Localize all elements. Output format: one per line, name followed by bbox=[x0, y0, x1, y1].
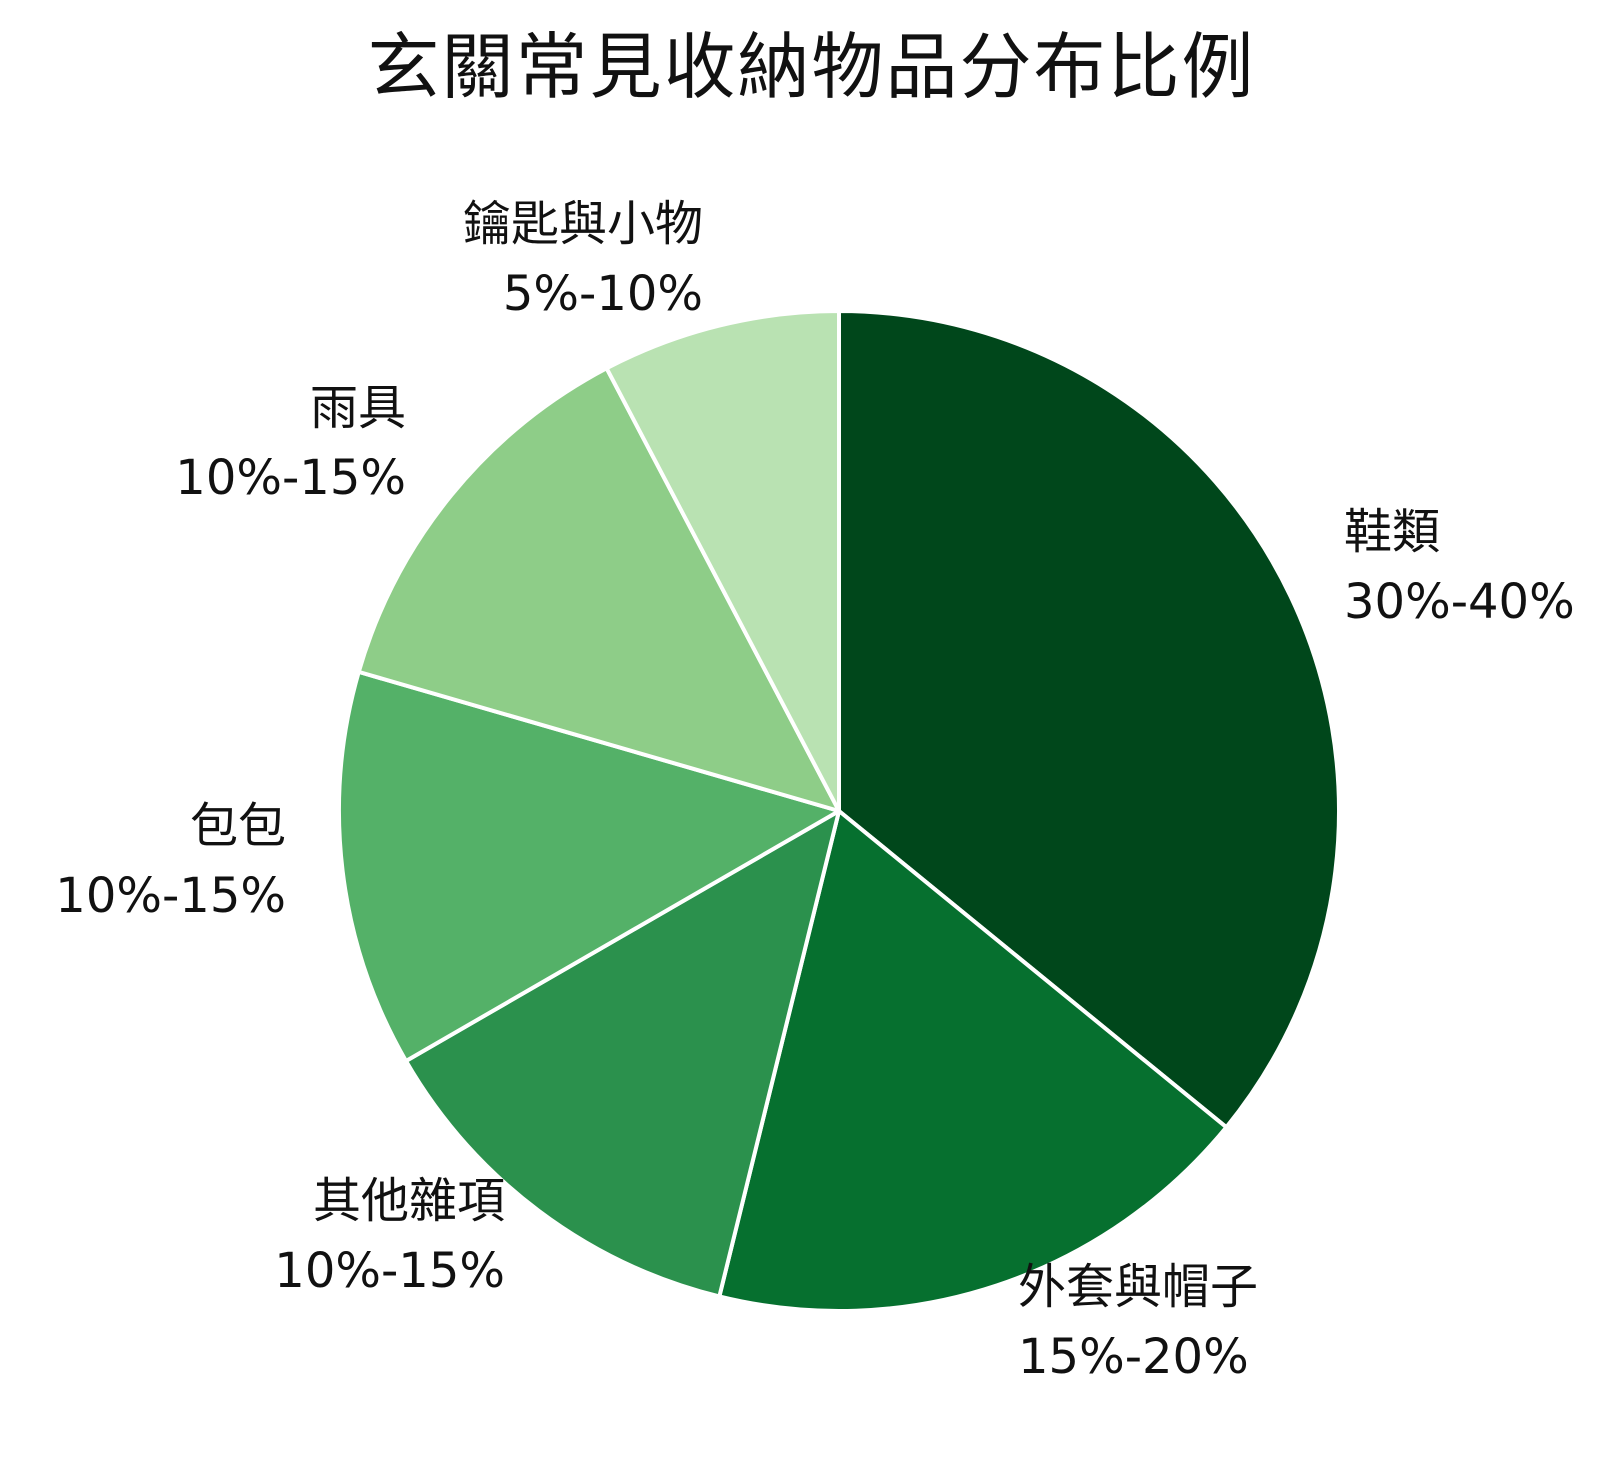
pie-slice-1 bbox=[837, 309, 1341, 1130]
slice-label-name-5: 雨具 bbox=[310, 380, 406, 436]
slice-label-range-2: 15%-20% bbox=[1018, 1329, 1249, 1385]
pie-slice-6 bbox=[604, 309, 841, 813]
slice-label-name-2: 外套與帽子 bbox=[1018, 1259, 1258, 1315]
pie-slice-5 bbox=[356, 366, 841, 813]
chart-title: 玄關常見收納物品分布比例 bbox=[367, 25, 1256, 109]
pie-slice-4 bbox=[337, 669, 841, 1063]
slice-label-range-6: 5%-10% bbox=[503, 266, 703, 322]
slice-label-range-4: 10%-15% bbox=[55, 868, 286, 924]
slice-label-range-3: 10%-15% bbox=[274, 1243, 505, 1299]
slice-label-name-3: 其他雜項 bbox=[313, 1173, 505, 1229]
pie-labels: 鞋類 30%-40% 外套與帽子 15%-20% 其他雜項 10%-15% 包包 10%-15… bbox=[55, 196, 1574, 1385]
slice-label-name-1: 鞋類 bbox=[1344, 504, 1440, 560]
slice-label-name-6: 鑰匙與小物 bbox=[463, 196, 703, 252]
pie-slices bbox=[337, 309, 1341, 1313]
pie-slice-2 bbox=[717, 809, 1229, 1313]
slice-label-name-4: 包包 bbox=[190, 798, 286, 854]
slice-label-range-5: 10%-15% bbox=[175, 450, 406, 506]
slice-label-range-1: 30%-40% bbox=[1344, 574, 1575, 630]
pie-slice-3 bbox=[403, 809, 841, 1299]
